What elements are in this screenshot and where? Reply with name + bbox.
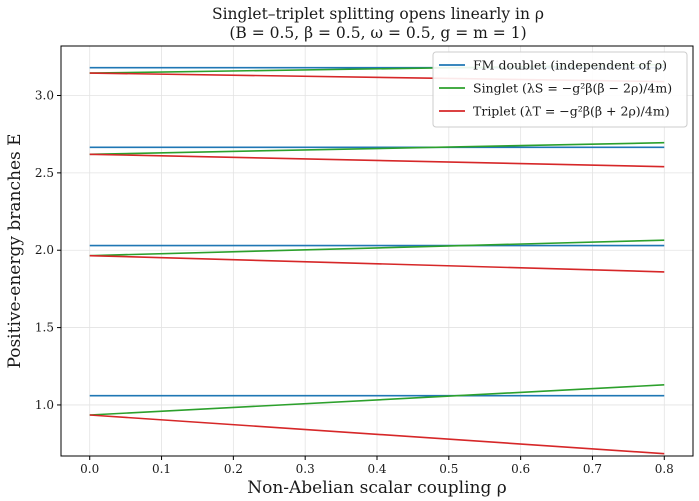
chart-subtitle: (B = 0.5, β = 0.5, ω = 0.5, g = m = 1) — [229, 24, 526, 42]
legend-label: Singlet (λS = −g²β(β − 2ρ)/4m) — [473, 81, 672, 96]
axis-ticks: 0.0 0.1 0.2 0.3 0.4 0.5 0.6 0.7 0.8 1.0 1.5 2.0 2.5 3… — [35, 89, 674, 476]
series-3-line-3 — [89, 153, 665, 168]
y-tick-label: 2.5 — [35, 166, 54, 180]
x-axis-label: Non-Abelian scalar coupling ρ — [247, 478, 507, 498]
x-tick-label: 0.1 — [152, 462, 171, 476]
y-axis-label: Positive-energy branches E — [5, 133, 25, 368]
legend-box — [432, 51, 688, 128]
legend-label: FM doublet (independent of ρ) — [473, 58, 667, 73]
y-tick-label: 1.0 — [35, 398, 54, 412]
series-3-line-1 — [89, 414, 665, 455]
x-tick-label: 0.7 — [583, 462, 602, 476]
x-tick-label: 0.8 — [655, 462, 674, 476]
legend-label: Triplet (λT = −g²β(β + 2ρ)/4m) — [473, 104, 670, 119]
x-tick-label: 0.4 — [367, 462, 386, 476]
legend: FM doublet (independent of ρ) Singlet (λS… — [432, 51, 688, 128]
y-tick-label: 3.0 — [35, 89, 54, 103]
chart-title: Singlet–triplet splitting opens linearly… — [212, 5, 544, 23]
x-tick-label: 0.2 — [224, 462, 243, 476]
x-tick-label: 0.6 — [511, 462, 530, 476]
x-tick-label: 0.5 — [439, 462, 458, 476]
y-tick-label: 1.5 — [35, 321, 54, 335]
x-tick-label: 0.3 — [296, 462, 315, 476]
series-2-line-3 — [89, 141, 665, 156]
series-3-line-2 — [89, 254, 665, 273]
series-2-line-2 — [89, 239, 665, 257]
x-tick-label: 0.0 — [80, 462, 99, 476]
series-2-line-1 — [89, 384, 665, 416]
y-tick-label: 2.0 — [35, 243, 54, 257]
